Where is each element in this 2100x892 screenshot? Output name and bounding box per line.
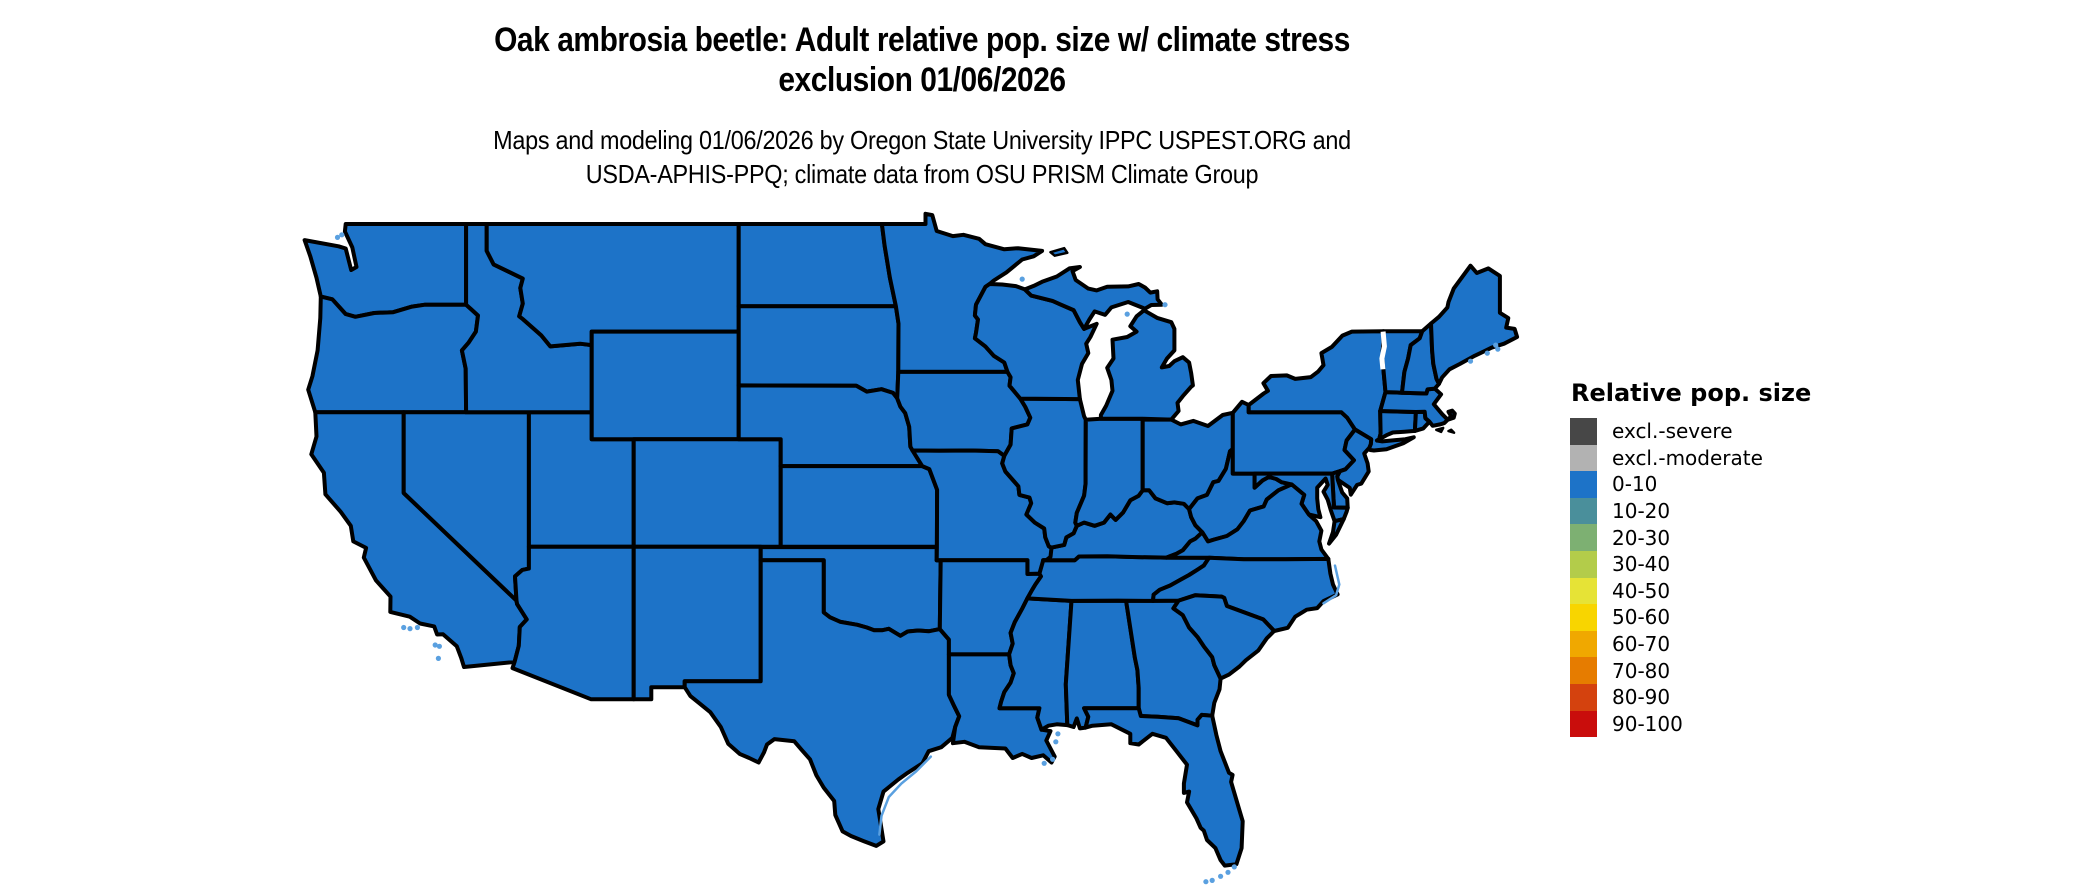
state-ks (778, 464, 940, 549)
state-mi (1022, 265, 1195, 422)
legend-rows: excl.-severe excl.-moderate 0-10 10-20 20-30… (1570, 418, 1811, 738)
state-wy (589, 329, 741, 442)
legend-row-0-10: 0-10 (1570, 471, 1811, 498)
fringe-channel-islands (436, 643, 442, 649)
legend-row-70-80: 70-80 (1570, 657, 1811, 684)
fringe-louisiana-delta-fringe (1053, 739, 1059, 745)
fringe-lake-michigan-islands (1124, 311, 1130, 317)
state-md (1252, 471, 1350, 524)
state-fl (1082, 706, 1245, 868)
legend-label: 60-70 (1612, 632, 1671, 657)
state-or (306, 294, 480, 415)
subtitle-line-1: Maps and modeling 01/06/2026 by Oregon S… (493, 125, 1351, 155)
fringe-san-juan-islands (334, 234, 341, 240)
fringe-channel-islands (407, 626, 413, 632)
legend-row-50-60: 50-60 (1570, 604, 1811, 631)
fringe-texas-barrier-islands (878, 755, 933, 836)
fringe-maine-coast-islands (1493, 342, 1499, 348)
island-marthas-vineyard (1435, 426, 1445, 434)
title-line-2: exclusion 01/06/2026 (778, 61, 1066, 99)
legend-swatch-50-60 (1570, 604, 1597, 631)
fringe-florida-keys (1231, 864, 1237, 870)
state-ms (997, 596, 1074, 732)
legend-row-60-70: 60-70 (1570, 630, 1811, 658)
legend-swatch-excl.-severe (1570, 418, 1597, 445)
legend-row-40-50: 40-50 (1570, 577, 1811, 605)
legend-swatch-20-30 (1570, 524, 1597, 551)
legend-label: 0-10 (1612, 472, 1658, 497)
legend-swatch-90-100 (1570, 710, 1597, 738)
legend-row-excl.-moderate: excl.-moderate (1570, 444, 1811, 472)
fringe-channel-islands (401, 624, 407, 631)
fringe-florida-keys (1225, 869, 1231, 875)
fringe-florida-keys (1209, 877, 1215, 884)
state-sc (1171, 593, 1277, 681)
legend-title: Relative pop. size (1571, 379, 1812, 407)
legend-swatch-40-50 (1570, 577, 1597, 605)
state-az (510, 544, 636, 702)
fringe-channel-islands (432, 642, 438, 648)
legend-label: 50-60 (1612, 605, 1671, 630)
legend-label: excl.-severe (1612, 419, 1733, 444)
legend-swatch-70-80 (1570, 657, 1597, 684)
figure-subtitle: Maps and modeling 01/06/2026 by Oregon S… (202, 123, 1642, 191)
legend-label: 10-20 (1612, 499, 1671, 524)
state-nm (631, 544, 763, 702)
legend: Relative pop. size excl.-severe excl.-mod… (1570, 379, 1812, 738)
legend-swatch-0-10 (1570, 471, 1597, 498)
legend-label: 40-50 (1612, 578, 1671, 603)
fringe-maine-coast-islands (1495, 346, 1501, 352)
fringe-maine-coast-islands (1467, 358, 1474, 364)
fringe-louisiana-delta-fringe (1055, 731, 1061, 737)
figure-title: Oak ambrosia beetle: Adult relative pop.… (218, 20, 1626, 100)
legend-row-30-40: 30-40 (1570, 550, 1811, 578)
state-tx (682, 558, 962, 848)
legend-row-excl.-severe: excl.-severe (1570, 418, 1811, 445)
island-nantucket (1447, 428, 1456, 434)
legend-row-10-20: 10-20 (1570, 497, 1811, 525)
legend-label: 90-100 (1612, 711, 1683, 736)
legend-swatch-30-40 (1570, 550, 1597, 578)
legend-label: excl.-moderate (1612, 445, 1763, 470)
fringe-maine-coast-islands (1484, 350, 1490, 356)
legend-row-90-100: 90-100 (1570, 710, 1811, 738)
island-isle-royale (1049, 246, 1069, 257)
fringe-louisiana-delta-fringe (1041, 760, 1047, 766)
legend-row-80-90: 80-90 (1570, 683, 1811, 711)
fringe-louisiana-delta-fringe (1050, 756, 1056, 762)
fringe-channel-islands (435, 655, 441, 662)
legend-label: 70-80 (1612, 658, 1671, 683)
state-me (1429, 263, 1520, 386)
fringe-san-juan-islands (339, 232, 345, 238)
legend-label: 80-90 (1612, 685, 1671, 710)
legend-swatch-60-70 (1570, 630, 1597, 658)
title-line-1: Oak ambrosia beetle: Adult relative pop.… (494, 21, 1350, 59)
state-nd (736, 222, 898, 309)
fringe-apostle-islands (1019, 276, 1025, 282)
state-co (631, 437, 783, 549)
legend-label: 20-30 (1612, 525, 1671, 550)
subtitle-line-2: USDA-APHIS-PPQ; climate data from OSU PR… (585, 159, 1259, 189)
state-va (1164, 482, 1346, 562)
legend-swatch-80-90 (1570, 683, 1597, 711)
lake-lake-champlain (1379, 331, 1387, 370)
fringe-channel-islands (414, 624, 420, 631)
fringe-outer-banks (1322, 564, 1341, 605)
fringe-florida-keys (1203, 879, 1209, 885)
fringe-lake-michigan-islands (1162, 302, 1168, 308)
legend-swatch-excl.-moderate (1570, 444, 1597, 472)
legend-row-20-30: 20-30 (1570, 524, 1811, 551)
legend-swatch-10-20 (1570, 497, 1597, 525)
state-nj (1335, 427, 1374, 497)
fringe-florida-keys (1218, 873, 1224, 879)
legend-label: 30-40 (1612, 552, 1671, 577)
state-ct (1375, 409, 1418, 443)
